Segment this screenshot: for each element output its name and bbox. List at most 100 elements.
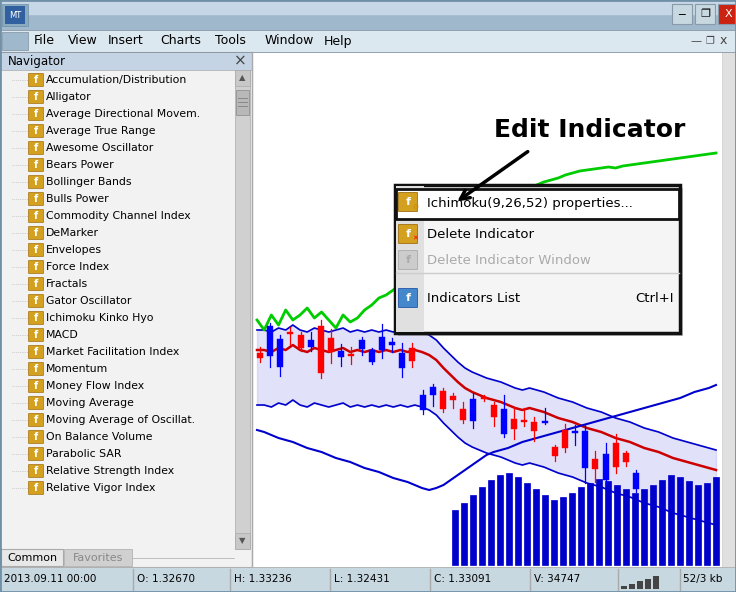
- Bar: [637, 581, 643, 589]
- Bar: [328, 339, 334, 352]
- Text: f: f: [34, 347, 38, 357]
- Text: View: View: [68, 34, 98, 47]
- Bar: [267, 326, 273, 356]
- Bar: [612, 443, 619, 466]
- Bar: [653, 576, 659, 589]
- FancyBboxPatch shape: [29, 210, 43, 223]
- Text: f: f: [34, 109, 38, 119]
- Bar: [605, 481, 611, 565]
- Bar: [0, 10, 736, 12]
- Bar: [511, 419, 517, 429]
- Bar: [491, 405, 497, 417]
- Bar: [481, 397, 486, 399]
- Bar: [524, 483, 530, 565]
- Bar: [0, 0, 736, 2]
- FancyBboxPatch shape: [398, 288, 417, 307]
- Bar: [488, 480, 495, 565]
- Text: Force Index: Force Index: [46, 262, 109, 272]
- Text: Commodity Channel Index: Commodity Channel Index: [46, 211, 191, 221]
- Bar: [686, 481, 692, 565]
- Text: Delete Indicator: Delete Indicator: [427, 229, 534, 242]
- Bar: [668, 475, 674, 565]
- Bar: [409, 348, 415, 361]
- Text: Relative Vigor Index: Relative Vigor Index: [46, 483, 155, 493]
- Bar: [506, 473, 512, 565]
- Text: Delete Indicator Window: Delete Indicator Window: [427, 255, 591, 268]
- Text: f: f: [406, 293, 411, 303]
- Text: Average True Range: Average True Range: [46, 126, 155, 136]
- Text: f: f: [34, 143, 38, 153]
- Text: Navigator: Navigator: [8, 54, 66, 67]
- FancyBboxPatch shape: [29, 278, 43, 291]
- Text: Fractals: Fractals: [46, 279, 88, 289]
- FancyBboxPatch shape: [29, 465, 43, 478]
- Bar: [396, 186, 424, 332]
- Text: Edit Indicator: Edit Indicator: [495, 118, 686, 142]
- Text: f: f: [34, 279, 38, 289]
- Text: Ichimoku(9,26,52) properties...: Ichimoku(9,26,52) properties...: [427, 197, 633, 210]
- FancyBboxPatch shape: [29, 481, 43, 494]
- Bar: [0, 14, 736, 16]
- Bar: [0, 8, 736, 10]
- FancyBboxPatch shape: [29, 362, 43, 375]
- Text: Momentum: Momentum: [46, 364, 108, 374]
- FancyBboxPatch shape: [29, 397, 43, 410]
- Bar: [551, 500, 557, 565]
- Bar: [235, 70, 250, 549]
- Bar: [252, 52, 736, 567]
- Bar: [695, 485, 701, 565]
- Text: Bulls Power: Bulls Power: [46, 194, 109, 204]
- Bar: [592, 459, 598, 469]
- Bar: [704, 483, 710, 565]
- Bar: [460, 409, 466, 420]
- Bar: [542, 422, 548, 423]
- Bar: [623, 489, 629, 565]
- Bar: [718, 4, 736, 24]
- Bar: [572, 432, 578, 433]
- Text: C: 1.33091: C: 1.33091: [434, 574, 491, 584]
- FancyBboxPatch shape: [29, 175, 43, 188]
- Text: Favorites: Favorites: [73, 553, 123, 563]
- Bar: [398, 188, 683, 336]
- Text: f: f: [34, 245, 38, 255]
- Text: Average Directional Movem.: Average Directional Movem.: [46, 109, 200, 119]
- Text: f: f: [34, 75, 38, 85]
- Bar: [1, 549, 63, 566]
- Bar: [722, 52, 736, 567]
- Bar: [358, 340, 364, 349]
- Bar: [659, 480, 665, 565]
- Bar: [542, 495, 548, 565]
- Bar: [614, 485, 620, 565]
- Bar: [308, 340, 314, 347]
- Bar: [0, 12, 736, 14]
- Text: ─: ─: [679, 9, 685, 19]
- FancyBboxPatch shape: [29, 159, 43, 172]
- Text: f: f: [34, 432, 38, 442]
- Bar: [552, 447, 558, 456]
- Bar: [531, 422, 537, 432]
- Bar: [440, 391, 446, 409]
- Bar: [672, 4, 692, 24]
- Bar: [498, 475, 503, 565]
- Bar: [461, 503, 467, 565]
- Text: Relative Strength Index: Relative Strength Index: [46, 466, 174, 476]
- Bar: [0, 2, 736, 4]
- Text: f: f: [34, 466, 38, 476]
- Text: x: x: [720, 34, 727, 47]
- Text: f: f: [34, 483, 38, 493]
- Bar: [0, 4, 736, 6]
- Text: Bollinger Bands: Bollinger Bands: [46, 177, 132, 187]
- Bar: [470, 399, 476, 421]
- Bar: [623, 453, 629, 462]
- FancyBboxPatch shape: [29, 124, 43, 137]
- FancyBboxPatch shape: [29, 260, 43, 274]
- Text: ❐: ❐: [705, 36, 714, 46]
- Text: Insert: Insert: [108, 34, 144, 47]
- Text: Gator Oscillator: Gator Oscillator: [46, 296, 131, 306]
- Bar: [339, 352, 344, 357]
- Bar: [379, 337, 385, 350]
- Bar: [515, 477, 521, 565]
- Bar: [288, 333, 294, 334]
- Text: —: —: [690, 36, 701, 46]
- Bar: [0, 52, 252, 70]
